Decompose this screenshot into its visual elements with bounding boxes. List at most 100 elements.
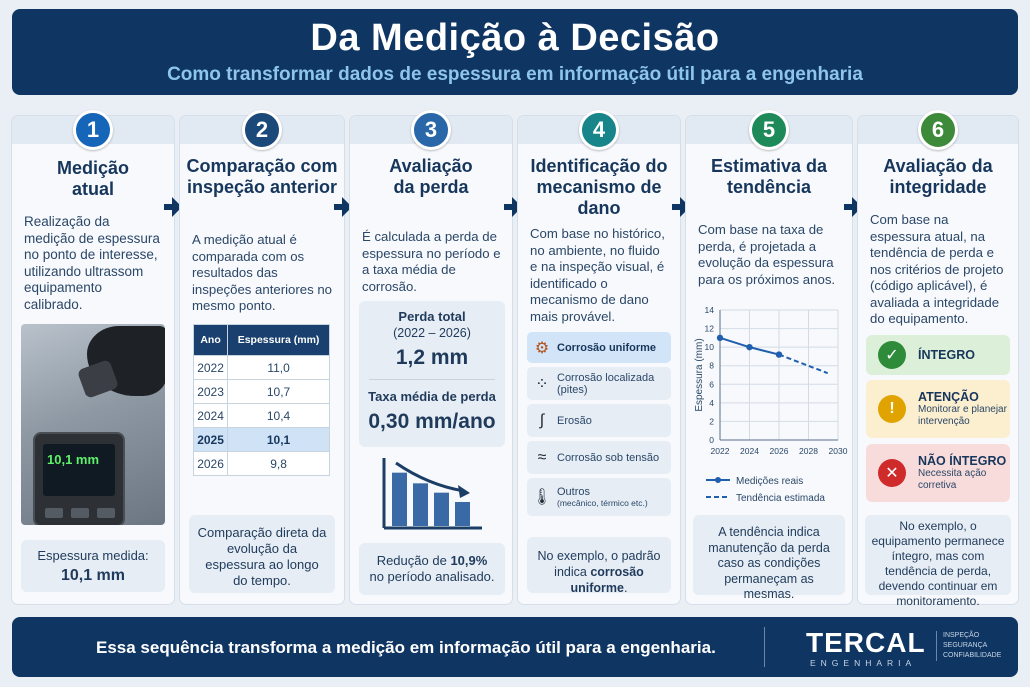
loss-bar: [413, 483, 428, 526]
company-tagline: INSPEÇÃO SEGURANÇA CONFIABILIDADE: [936, 631, 1001, 661]
header-banner: Da Medição à Decisão Como transformar da…: [12, 9, 1018, 95]
loss-summary-card: Perda total (2022 – 2026) 1,2 mm Taxa mé…: [359, 301, 505, 447]
y-tick-label: 8: [709, 361, 714, 371]
step-title: Medição atual: [56, 158, 130, 199]
mechanism-item: ⚙ Corrosão uniforme: [527, 332, 671, 363]
thickness-history-table: Ano Espessura (mm) 2022 11,0 2023 10,7 2024 1…: [192, 324, 330, 476]
legend-label: Tendência estimada: [736, 493, 825, 504]
total-loss-label: Perda total: [398, 309, 466, 324]
table-cell-thickness: 11,0: [227, 355, 330, 380]
thickness-gauge-device: 10,1 mm: [33, 432, 125, 525]
thickness-trend-chart: 0 2 4 6 8 10 12 14 2022 2024 2026 2028 2030 Espessura…: [694, 305, 848, 504]
loss-bar: [455, 502, 470, 526]
company-logo: TERCAL: [806, 627, 926, 658]
legend-marker: [715, 477, 721, 483]
x-tick-label: 2028: [799, 446, 818, 456]
wave-curve-icon: ∫: [539, 411, 545, 429]
step-number-badge: 5: [749, 110, 789, 150]
step-number-badge: 4: [579, 110, 619, 150]
status-subtitle: Necessita ação corretiva: [918, 468, 987, 491]
page-title: Da Medição à Decisão: [310, 17, 720, 59]
y-tick-label: 0: [709, 435, 714, 445]
y-tick-label: 6: [709, 379, 714, 389]
y-axis-label: Espessura (mm): [694, 338, 705, 411]
check-icon: ✓: [878, 341, 906, 369]
arrow-right-icon: [672, 197, 690, 217]
y-tick-label: 2: [709, 416, 714, 426]
page-subtitle: Como transformar dados de espessura em i…: [167, 64, 863, 85]
y-tick-label: 14: [705, 305, 715, 315]
card-label: Espessura medida:: [37, 548, 149, 563]
arrow-right-icon: [334, 197, 352, 217]
mechanism-label: Corrosão uniforme: [557, 341, 657, 354]
footer-text: Essa sequência transforma a medição em i…: [96, 638, 716, 657]
step-description: Com base na taxa de perda, é projetada a…: [698, 222, 836, 287]
loss-bar: [392, 472, 407, 526]
step-number-badge: 2: [242, 110, 282, 150]
card-pre: Redução de: [376, 553, 447, 568]
mechanism-item: 🌡 Outros (mecânico, térmico etc.): [527, 478, 671, 516]
y-tick-label: 12: [705, 324, 715, 334]
step-title: Avaliação da perda: [389, 156, 473, 197]
y-tick-label: 4: [709, 398, 714, 408]
average-rate-value: 0,30 mm/ano: [368, 410, 496, 433]
arrow-right-icon: [164, 197, 182, 217]
x-tick-label: 2026: [770, 446, 789, 456]
step-number-badge: 6: [918, 110, 958, 150]
mechanism-label: Outros: [557, 486, 591, 498]
waves-icon: ≈: [537, 448, 547, 466]
table-cell-year: 2025: [192, 427, 229, 452]
mechanism-label: Erosão: [557, 414, 592, 427]
loss-bar: [434, 492, 449, 526]
mechanism-result-value: corrosão uniforme: [570, 565, 644, 595]
mechanism-label: Corrosão sob tensão: [557, 451, 660, 464]
mechanism-sublabel: (mecânico, térmico etc.): [557, 498, 648, 508]
total-loss-period: (2022 – 2026): [393, 326, 471, 340]
status-title: ATENÇÃO: [918, 390, 979, 404]
data-point: [716, 334, 724, 342]
reduction-card: Redução de 10,9% no período analisado.: [359, 543, 505, 595]
table-cell-year: 2026: [192, 451, 229, 476]
status-item: ✓ ÍNTEGRO: [866, 335, 1010, 375]
table-cell-year: 2022: [192, 355, 229, 380]
table-header-year: Ano: [192, 324, 229, 356]
mechanism-result-card: No exemplo, o padrão indica corrosão uni…: [527, 537, 671, 595]
status-title: NÃO ÍNTEGRO: [918, 454, 1007, 468]
step-description: A medição atual é comparada com os resul…: [192, 232, 333, 313]
step-description: Com base na espessura atual, na tendênci…: [870, 212, 1004, 326]
thermometer-icon: 🌡: [531, 489, 553, 506]
step-description: Realização da medição de espessura no po…: [24, 214, 160, 312]
x-tick-label: 2030: [829, 446, 848, 456]
table-cell-thickness: 9,8: [227, 451, 330, 476]
ultrasound-measurement-photo: 10,1 mm: [21, 324, 165, 525]
trend-card: A tendência indica manutenção da perda c…: [693, 515, 845, 601]
table-row: 2024 10,4: [192, 403, 330, 428]
step-title: Comparação com inspeção anterior: [186, 156, 338, 197]
data-point: [746, 343, 753, 351]
comparison-card: Comparação direta da evolução da espessu…: [189, 515, 335, 593]
table-cell-year: 2023: [192, 379, 229, 404]
mechanism-item: ∫ Erosão: [527, 404, 671, 437]
error-icon: ✕: [878, 459, 906, 487]
y-tick-label: 10: [705, 342, 715, 352]
status-subtitle: Monitorar e planejar intervenção: [918, 404, 1007, 427]
decreasing-bars-icon: [382, 458, 482, 530]
status-item: ✕ NÃO ÍNTEGRO Necessita ação corretiva: [866, 444, 1010, 502]
table-cell-thickness: 10,1: [227, 427, 330, 452]
card-post: no período analisado.: [369, 569, 495, 584]
step-description: É calculada a perda de espessura no perí…: [362, 229, 501, 294]
step-title: Avaliação da integridade: [883, 156, 993, 197]
gauge-screen-reading: 10,1 mm: [43, 444, 115, 496]
step-title: Estimativa da tendência: [710, 156, 828, 197]
arrow-right-icon: [844, 197, 862, 217]
step-number-badge: 3: [411, 110, 451, 150]
table-row: 2023 10,7: [192, 379, 330, 404]
step-description: Com base no histórico, no ambiente, no f…: [530, 226, 665, 324]
card-value: 10,1 mm: [60, 567, 126, 584]
table-cell-thickness: 10,7: [227, 379, 330, 404]
reduction-value: 10,9%: [450, 553, 488, 568]
arrow-right-icon: [504, 197, 522, 217]
footer-banner: Essa sequência transforma a medição em i…: [12, 617, 1018, 677]
table-row: 2026 9,8: [192, 451, 330, 476]
gear-icon: ⚙: [534, 339, 550, 357]
